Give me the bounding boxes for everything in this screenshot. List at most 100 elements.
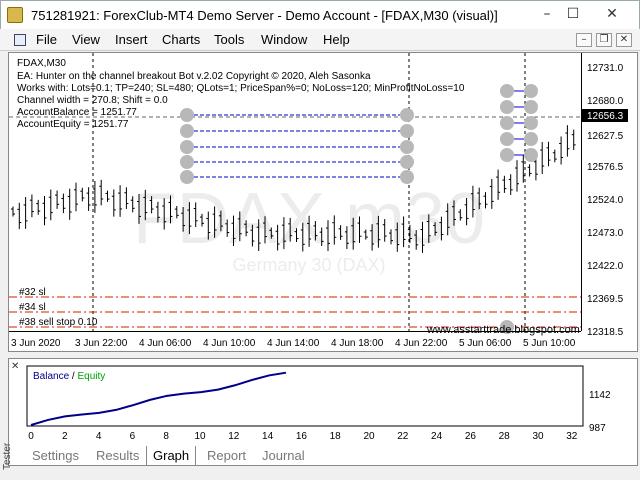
- price-tick: 12576.5: [587, 162, 624, 173]
- tester-y-tick: 987: [589, 423, 606, 434]
- order-handle: [180, 124, 194, 138]
- tester-x-tick: 16: [296, 431, 308, 442]
- tester-x-tick: 18: [330, 431, 342, 442]
- time-tick: 3 Jun 2020: [11, 338, 61, 349]
- order-handle: [180, 170, 194, 184]
- menu-charts[interactable]: Charts: [162, 32, 201, 47]
- tab-settings[interactable]: Settings: [32, 448, 79, 463]
- website-watermark: www.asstarttrade.blogspot.com: [427, 324, 580, 336]
- price-tick: 12369.5: [587, 294, 624, 305]
- tester-x-tick: 6: [130, 431, 136, 442]
- chart-document-icon: [14, 34, 26, 46]
- minimize-button[interactable]: –: [543, 6, 551, 22]
- time-tick: 5 Jun 06:00: [459, 338, 512, 349]
- menu-file[interactable]: File: [36, 32, 57, 47]
- balance-graph: 0 2 4 6 8 10 12 14 16 18 20 22 24 26 28 30 32: [26, 365, 584, 442]
- mdi-restore-button[interactable]: ❐: [596, 33, 612, 47]
- tab-journal[interactable]: Journal: [262, 448, 305, 463]
- menu-window[interactable]: Window: [261, 32, 308, 47]
- tester-x-tick: 4: [96, 431, 102, 442]
- price-tick: 12318.5: [587, 327, 624, 338]
- price-tick: 12731.0: [587, 63, 624, 74]
- order-handle: [500, 84, 514, 98]
- account-equity-line: AccountEquity = 1251.77: [17, 119, 129, 130]
- order-handle: [524, 132, 538, 146]
- app-icon: [7, 7, 23, 23]
- order-label: #32 sl: [19, 287, 46, 298]
- order-handle: [500, 148, 514, 162]
- mdi-close-button[interactable]: ✕: [616, 33, 632, 47]
- order-handle: [400, 155, 414, 169]
- tester-x-tick: 12: [228, 431, 240, 442]
- time-axis-line: [9, 331, 581, 332]
- ea-settings-line: Works with: Lots=0.1; TP=240; SL=480; QL…: [17, 83, 465, 94]
- chart-symbol: FDAX,M30: [17, 58, 66, 69]
- close-button[interactable]: ✕: [606, 6, 618, 22]
- tester-x-tick: 8: [163, 431, 169, 442]
- maximize-button[interactable]: ☐: [566, 6, 580, 22]
- order-handle: [500, 320, 514, 334]
- order-handle: [500, 132, 514, 146]
- order-handle: [500, 116, 514, 130]
- menu-tools[interactable]: Tools: [214, 32, 245, 47]
- order-handle: [400, 140, 414, 154]
- tab-report[interactable]: Report: [207, 448, 247, 463]
- price-chart[interactable]: FDAX m30 Germany 30 (DAX) 12656.3 FDAX,M…: [8, 52, 638, 352]
- tester-x-tick: 20: [363, 431, 375, 442]
- order-handle: [400, 170, 414, 184]
- current-price-marker: [582, 109, 628, 122]
- tester-x-tick: 0: [28, 431, 34, 442]
- menu-help[interactable]: Help: [323, 32, 350, 47]
- window-title: 751281921: ForexClub-MT4 Demo Server - D…: [31, 8, 498, 23]
- tester-close-icon[interactable]: ✕: [11, 361, 20, 372]
- order-handle: [180, 108, 194, 122]
- order-handle: [180, 155, 194, 169]
- tester-y-tick: 1142: [589, 390, 611, 401]
- tester-x-tick: 2: [62, 431, 68, 442]
- tester-x-tick: 24: [431, 431, 443, 442]
- time-tick: 4 Jun 14:00: [267, 338, 320, 349]
- mdi-minimize-button[interactable]: –: [576, 33, 592, 47]
- tester-x-tick: 22: [397, 431, 409, 442]
- menu-insert[interactable]: Insert: [115, 32, 148, 47]
- legend-equity: Equity: [77, 371, 106, 382]
- price-tick: 12524.0: [587, 195, 624, 206]
- price-tick: 12473.0: [587, 228, 624, 239]
- menu-view[interactable]: View: [72, 32, 100, 47]
- order-handle: [524, 148, 538, 162]
- tester-graph-panel: ✕ 0 2 4 6 8 10 12 14 16 18 20 22 24 26 28 30 32 Balance …: [8, 358, 638, 466]
- order-handle: [180, 140, 194, 154]
- price-tick: 12627.5: [587, 131, 624, 142]
- legend-separator: /: [71, 371, 75, 382]
- tab-results[interactable]: Results: [96, 448, 140, 463]
- tester-x-tick: 28: [499, 431, 511, 442]
- tab-graph[interactable]: Graph: [146, 446, 197, 466]
- account-balance-line: AccountBalance = 1251.77: [17, 107, 137, 118]
- tester-x-tick: 26: [465, 431, 477, 442]
- title-bar: 751281921: ForexClub-MT4 Demo Server - D…: [0, 0, 640, 29]
- chart-watermark-subtitle: Germany 30 (DAX): [232, 255, 385, 275]
- order-handle: [524, 84, 538, 98]
- tester-side-label: Tester: [2, 442, 13, 470]
- order-handle: [400, 124, 414, 138]
- time-tick: 4 Jun 06:00: [139, 338, 192, 349]
- order-label: #34 sl: [19, 302, 46, 313]
- order-handle: [524, 116, 538, 130]
- order-handle: [500, 100, 514, 114]
- channel-width-line: Channel width = 270.8; Shift = 0.0: [17, 95, 168, 106]
- order-label: #38 sell stop 0.10: [19, 317, 98, 328]
- time-tick: 4 Jun 22:00: [395, 338, 448, 349]
- time-tick: 4 Jun 18:00: [331, 338, 384, 349]
- legend-balance: Balance: [33, 371, 70, 382]
- order-handle: [524, 100, 538, 114]
- tester-x-tick: 14: [262, 431, 274, 442]
- time-tick: 4 Jun 10:00: [203, 338, 256, 349]
- menu-bar: File View Insert Charts Tools Window Hel…: [0, 29, 640, 51]
- price-axis-line: [581, 53, 582, 331]
- current-price-label: 12656.3: [587, 111, 624, 122]
- tester-x-tick: 30: [532, 431, 544, 442]
- time-tick: 5 Jun 10:00: [523, 338, 576, 349]
- price-tick: 12680.0: [587, 96, 624, 107]
- price-tick: 12422.0: [587, 261, 624, 272]
- tester-x-tick: 32: [566, 431, 578, 442]
